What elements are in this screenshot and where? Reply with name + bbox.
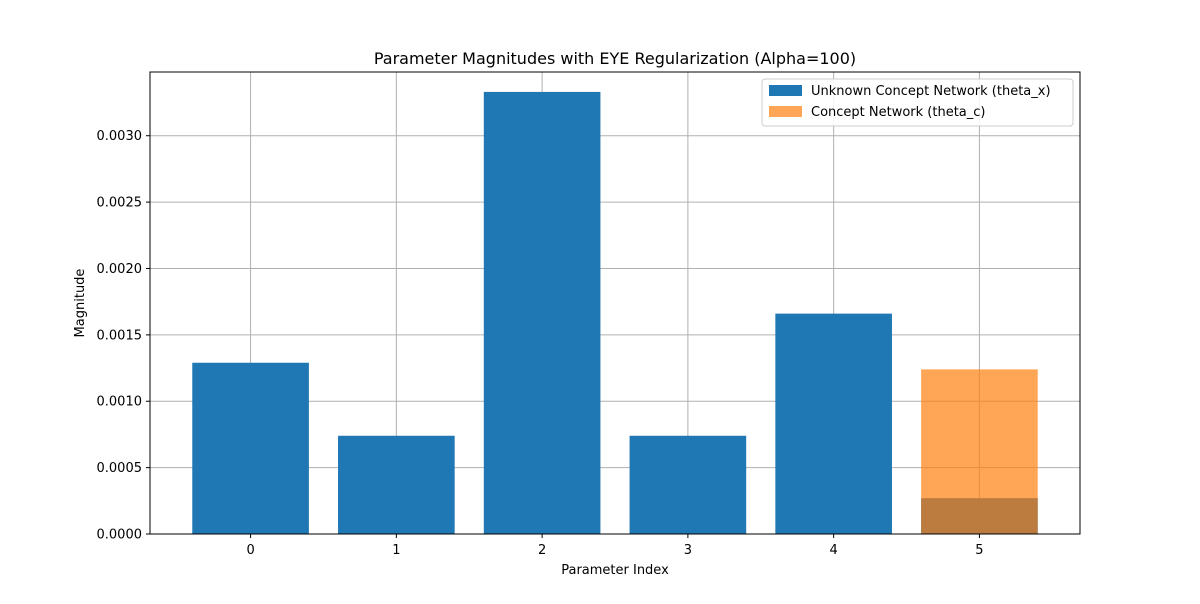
y-tick-label: 0.0015	[97, 328, 143, 343]
bar-theta-x	[629, 435, 747, 534]
bar-theta-x	[192, 362, 309, 534]
bar-theta-c	[921, 369, 1038, 534]
y-tick-label: 0.0030	[97, 129, 143, 144]
bar-theta-x	[338, 435, 455, 534]
y-tick-label: 0.0020	[97, 262, 143, 277]
y-tick-label: 0.0000	[97, 528, 143, 543]
axis-ticks: 0 1 2 3 4 5 0.0000 0.0005 0.0010 0.0015 0.0020 0.00…	[97, 129, 984, 558]
x-tick-label: 3	[684, 543, 692, 558]
legend-swatch	[769, 106, 802, 117]
legend: Unknown Concept Network (theta_x) Concep…	[761, 78, 1074, 127]
x-tick-label: 0	[246, 543, 254, 558]
y-axis-label: Magnitude	[73, 269, 88, 338]
legend-label: Unknown Concept Network (theta_x)	[811, 84, 1051, 99]
x-tick-label: 1	[392, 543, 400, 558]
x-axis-label: Parameter Index	[561, 563, 669, 578]
legend-frame	[761, 78, 1074, 127]
legend-label: Concept Network (theta_c)	[811, 105, 986, 120]
legend-swatch	[769, 85, 802, 96]
plot-frame	[149, 71, 1081, 535]
bars	[192, 91, 1038, 535]
x-tick-label: 4	[830, 543, 838, 558]
bar-theta-x	[775, 313, 892, 534]
x-tick-label: 5	[975, 543, 983, 558]
y-tick-label: 0.0025	[97, 196, 143, 211]
chart-title: Parameter Magnitudes with EYE Regulariza…	[374, 49, 856, 68]
y-tick-label: 0.0010	[97, 395, 143, 410]
x-tick-label: 2	[538, 543, 546, 558]
bar-theta-x	[483, 91, 601, 535]
y-tick-label: 0.0005	[97, 461, 143, 476]
